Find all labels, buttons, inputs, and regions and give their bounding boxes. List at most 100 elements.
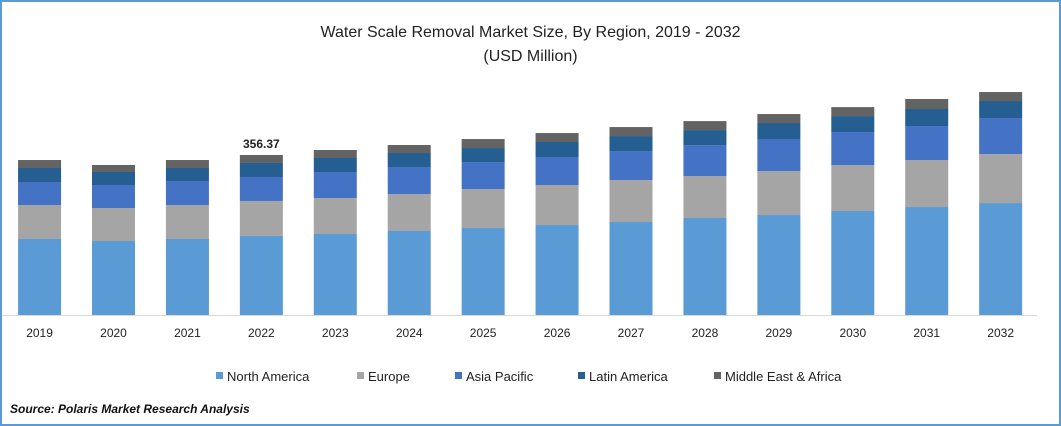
x-tick-label: 2031 [913, 326, 940, 340]
bar-asia-pacific-2026 [535, 157, 579, 186]
bar-europe-2030 [831, 165, 875, 212]
bar-north-america-2027 [609, 222, 653, 315]
legend-label: Europe [368, 369, 410, 384]
x-tick-label: 2026 [544, 326, 571, 340]
x-tick-label: 2023 [322, 326, 349, 340]
bar-europe-2028 [683, 176, 727, 219]
x-tick-label: 2030 [839, 326, 866, 340]
bar-europe-2025 [461, 189, 505, 229]
bar-middle-east-africa-2032 [979, 92, 1023, 102]
legend-swatch [578, 372, 585, 379]
bar-asia-pacific-2024 [387, 167, 431, 195]
bar-north-america-2023 [313, 234, 357, 315]
chart-subtitle: (USD Million) [483, 48, 578, 65]
bar-asia-pacific-2030 [831, 132, 875, 166]
bar-middle-east-africa-2019 [18, 160, 62, 169]
data-label-total: 356.37 [243, 137, 280, 151]
bar-latin-america-2027 [609, 136, 653, 152]
bar-middle-east-africa-2024 [387, 145, 431, 154]
bar-europe-2023 [313, 197, 357, 235]
bar-europe-2026 [535, 185, 579, 226]
bar-middle-east-africa-2021 [165, 160, 209, 169]
bar-asia-pacific-2031 [905, 126, 949, 161]
bar-latin-america-2026 [535, 142, 579, 158]
bar-latin-america-2020 [91, 172, 135, 186]
bar-middle-east-africa-2030 [831, 107, 875, 117]
legend-swatch [357, 372, 364, 379]
bar-europe-2022 [239, 200, 283, 236]
bar-middle-east-africa-2026 [535, 133, 579, 143]
x-tick-label: 2019 [26, 326, 53, 340]
bar-north-america-2026 [535, 225, 579, 315]
bar-north-america-2022 [239, 235, 283, 315]
bar-europe-2029 [757, 171, 801, 216]
bar-north-america-2019 [18, 238, 62, 315]
bar-europe-2020 [91, 208, 135, 242]
bar-middle-east-africa-2031 [905, 98, 949, 110]
bar-latin-america-2023 [313, 157, 357, 173]
bar-north-america-2024 [387, 230, 431, 315]
chart-title: Water Scale Removal Market Size, By Regi… [320, 24, 741, 41]
bar-europe-2021 [165, 205, 209, 239]
bar-north-america-2031 [905, 207, 949, 315]
legend-swatch [714, 372, 721, 379]
bar-asia-pacific-2020 [91, 185, 135, 209]
bar-middle-east-africa-2028 [683, 121, 727, 131]
bar-latin-america-2022 [239, 162, 283, 177]
bar-asia-pacific-2028 [683, 145, 727, 177]
bar-asia-pacific-2019 [18, 182, 62, 206]
bar-latin-america-2028 [683, 130, 727, 146]
legend-label: Latin America [589, 369, 669, 384]
bar-asia-pacific-2023 [313, 172, 357, 198]
bar-middle-east-africa-2022 [239, 154, 283, 163]
bar-asia-pacific-2025 [461, 162, 505, 190]
bar-europe-2027 [609, 180, 653, 223]
bar-europe-2019 [18, 205, 62, 239]
x-tick-label: 2022 [248, 326, 275, 340]
bar-asia-pacific-2032 [979, 118, 1023, 155]
legend-label: North America [227, 369, 310, 384]
bar-middle-east-africa-2027 [609, 127, 653, 137]
x-tick-label: 2020 [100, 326, 127, 340]
x-tick-label: 2027 [618, 326, 645, 340]
bar-north-america-2025 [461, 228, 505, 315]
bar-latin-america-2031 [905, 109, 949, 127]
legend-swatch [455, 372, 462, 379]
bar-europe-2031 [905, 160, 949, 208]
bar-north-america-2029 [757, 215, 801, 315]
bar-latin-america-2024 [387, 153, 431, 168]
bar-middle-east-africa-2023 [313, 150, 357, 158]
bar-europe-2024 [387, 194, 431, 231]
bar-latin-america-2030 [831, 116, 875, 133]
bar-europe-2032 [979, 154, 1023, 204]
x-tick-label: 2028 [692, 326, 719, 340]
bar-latin-america-2021 [165, 168, 209, 182]
legend-label: Asia Pacific [466, 369, 534, 384]
bar-middle-east-africa-2029 [757, 114, 801, 124]
bar-middle-east-africa-2020 [91, 164, 135, 173]
bar-latin-america-2025 [461, 148, 505, 163]
source-note: Source: Polaris Market Research Analysis [10, 402, 250, 416]
bar-latin-america-2032 [979, 101, 1023, 119]
bar-latin-america-2029 [757, 123, 801, 140]
bar-asia-pacific-2027 [609, 151, 653, 181]
x-tick-label: 2021 [174, 326, 201, 340]
bar-asia-pacific-2029 [757, 139, 801, 172]
bar-north-america-2032 [979, 203, 1023, 315]
x-tick-label: 2029 [766, 326, 793, 340]
x-tick-label: 2032 [987, 326, 1014, 340]
x-tick-label: 2024 [396, 326, 423, 340]
bar-north-america-2028 [683, 218, 727, 315]
bar-north-america-2021 [165, 238, 209, 315]
x-tick-label: 2025 [470, 326, 497, 340]
bar-asia-pacific-2022 [239, 176, 283, 201]
bar-north-america-2020 [91, 241, 135, 315]
bar-north-america-2030 [831, 211, 875, 315]
legend-swatch [216, 372, 223, 379]
bar-latin-america-2019 [18, 168, 62, 183]
legend-label: Middle East & Africa [725, 369, 842, 384]
bar-middle-east-africa-2025 [461, 139, 505, 149]
bar-asia-pacific-2021 [165, 181, 209, 206]
